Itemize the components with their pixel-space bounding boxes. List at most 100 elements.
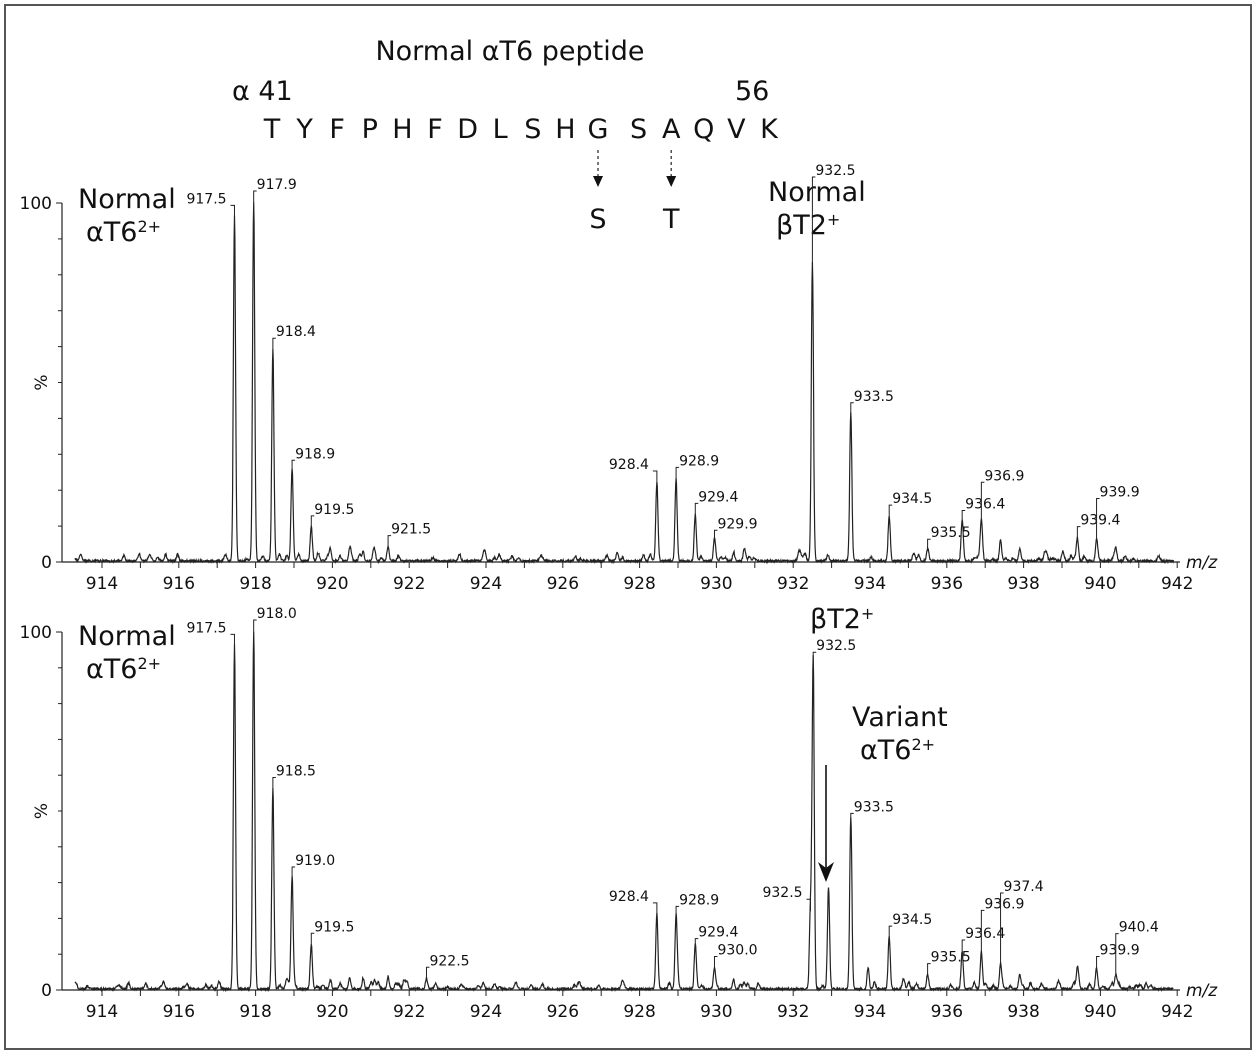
peak-label: 928.9 [679,892,719,908]
x-tick-label: 922 [393,1002,425,1022]
x-tick-label: 940 [1084,1002,1116,1022]
peak-label: 934.5 [892,491,932,507]
residue-Q: Q [693,114,714,145]
y-tick-label: 100 [20,623,52,643]
ion-charge: 2+ [137,217,161,236]
x-tick-label: 914 [86,574,118,594]
label-leader [272,777,276,790]
label-leader [812,651,817,665]
peak-label: 930.0 [717,943,757,959]
peak-label: 932.5 [815,163,855,179]
peak-label: 939.9 [1100,484,1140,500]
x-tick-label: 942 [1161,574,1193,594]
label-leader [850,812,854,826]
y-tick-label: 0 [41,981,52,1001]
peak-label: 922.5 [429,953,469,969]
label-leader [961,939,966,953]
ion-name: αT6 [860,735,911,766]
y-axis-label: % [32,374,52,390]
x-tick-label: 926 [547,1002,579,1022]
spectrum-trace [74,202,1174,565]
peak-label: 936.9 [984,468,1024,484]
label-leader [806,898,811,912]
residue-T: T [263,114,281,145]
peak-label: 919.0 [295,853,335,869]
peak-label: 936.4 [965,497,1005,513]
annotation-ion: βT2+ [810,604,874,635]
x-tick-label: 932 [777,1002,809,1022]
label-leader [1115,933,1119,976]
peak-label: 921.5 [391,522,431,538]
x-tick-label: 922 [393,574,425,594]
label-leader [694,502,699,516]
y-tick-label: 100 [20,194,52,214]
label-leader [675,905,680,919]
residue-F: F [329,114,345,145]
peak-label: 940.4 [1119,920,1159,936]
arrow-down-icon [666,176,677,187]
y-tick-label: 0 [41,553,52,573]
x-tick-label: 926 [547,574,579,594]
peak-label: 929.9 [717,516,757,532]
peak-label: 928.9 [679,453,719,469]
arrow-down-icon [593,176,603,187]
end-residue-label: 56 [735,76,769,107]
peak-label: 918.4 [276,324,316,340]
label-leader [927,963,931,976]
x-tick-label: 932 [777,574,809,594]
label-leader [980,481,985,525]
label-leader [675,466,680,480]
annotation-line1: Normal [78,621,176,652]
label-leader [694,938,699,951]
peak-label: 929.4 [698,489,738,505]
label-leader [291,459,296,473]
ion-name: βT2 [810,604,861,635]
figure-frame [4,4,1252,1050]
ion-name: βT2 [776,210,827,241]
x-tick-label: 920 [316,1002,348,1022]
label-leader [272,337,276,351]
label-leader [980,909,985,953]
residue-S: S [630,114,647,145]
peak-label: 918.5 [276,764,316,780]
x-tick-label: 930 [700,1002,732,1022]
label-leader [253,619,257,632]
annotation-ion: αT62+ [860,735,935,766]
label-leader [652,902,658,915]
ion-name: αT6 [86,654,137,685]
peak-label: 918.0 [257,606,297,622]
label-leader [713,956,718,969]
peak-label: 928.4 [609,889,649,905]
x-tick-label: 940 [1084,574,1116,594]
peak-label: 917.9 [257,177,297,193]
x-tick-label: 924 [470,574,502,594]
residue-P: P [362,114,378,145]
peak-label: 934.5 [892,912,932,928]
peak-label: 932.5 [762,885,802,901]
label-leader [425,966,430,980]
spectrum-normal: 0 100% 914 916 918 920 922 924 926 928 930 932 934 93… [20,163,1219,594]
x-tick-label: 924 [470,1002,502,1022]
annotation-ion: βT2+ [776,210,840,241]
peak-label: 919.5 [314,502,354,518]
x-tick-label: 930 [700,574,732,594]
residue-H: H [555,114,575,145]
label-leader [1096,956,1100,969]
residue-S: S [524,114,541,145]
peak-label: 928.4 [609,457,649,473]
peak-label: 935.5 [931,950,971,966]
peak-label: 936.4 [965,926,1005,942]
x-tick-label: 914 [86,1002,118,1022]
peak-label: 929.4 [698,925,738,941]
ion-charge: + [861,604,874,623]
y-axis-label: % [32,803,52,819]
label-leader [1096,497,1100,541]
residue-Y: Y [295,114,313,145]
x-tick-label: 936 [931,1002,963,1022]
label-leader [310,515,315,528]
x-axis-label: m/z [1186,553,1218,573]
label-leader [291,866,296,880]
annotation-line1: Normal [768,177,866,208]
start-residue-label: α 41 [232,76,293,107]
